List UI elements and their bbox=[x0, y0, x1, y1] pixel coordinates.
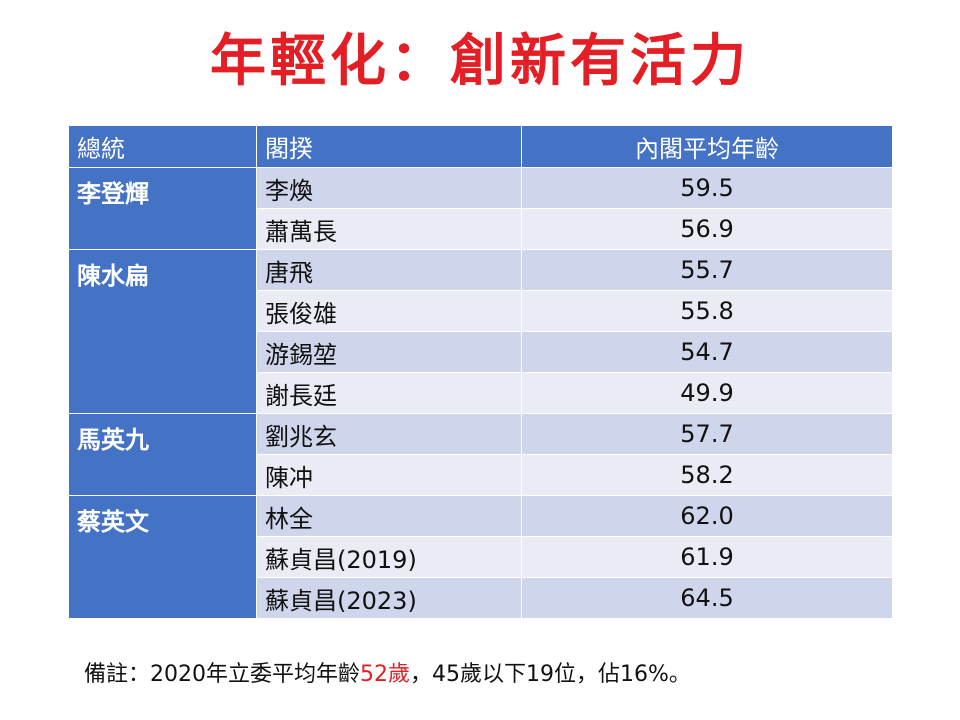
age-cell: 59.5 bbox=[521, 167, 893, 209]
table-row: 馬英九 劉兆玄 57.7 bbox=[68, 413, 893, 496]
footnote-suffix: ，45歲以下19位，佔16%。 bbox=[410, 662, 691, 687]
age-cell: 62.0 bbox=[521, 495, 893, 537]
premier-cell: 林全 bbox=[256, 495, 522, 537]
premier-cell: 蘇貞昌(2019) bbox=[256, 536, 522, 578]
cabinet-age-table: 總統 閣揆 內閣平均年齡 李登輝 李煥 59.5 蕭萬長 56.9 陳水扁 唐飛… bbox=[68, 125, 893, 619]
age-cell: 49.9 bbox=[521, 372, 893, 414]
premier-cell: 張俊雄 bbox=[256, 290, 522, 332]
table-row: 蔡英文 林全 62.0 bbox=[68, 495, 893, 619]
age-cell: 55.7 bbox=[521, 249, 893, 291]
age-cell: 64.5 bbox=[521, 577, 893, 619]
premier-cell: 蕭萬長 bbox=[256, 208, 522, 250]
age-cell: 54.7 bbox=[521, 331, 893, 373]
premier-cell: 陳冲 bbox=[256, 454, 522, 496]
age-cell: 58.2 bbox=[521, 454, 893, 496]
table-row: 陳水扁 唐飛 55.7 bbox=[68, 249, 893, 414]
premier-cell: 李煥 bbox=[256, 167, 522, 209]
age-cell: 57.7 bbox=[521, 413, 893, 455]
age-cell: 55.8 bbox=[521, 290, 893, 332]
header-president: 總統 bbox=[68, 125, 257, 168]
table-row: 蕭萬長 56.9 bbox=[69, 208, 893, 250]
premier-cell: 蘇貞昌(2023) bbox=[256, 577, 522, 619]
header-premier: 閣揆 bbox=[256, 125, 522, 168]
footnote-prefix: 備註：2020年立委平均年齡 bbox=[84, 662, 360, 687]
table-row: 李登輝 李煥 59.5 bbox=[68, 167, 893, 250]
table-row: 陳冲 58.2 bbox=[69, 454, 893, 496]
age-cell: 56.9 bbox=[521, 208, 893, 250]
table-row: 謝長廷 49.9 bbox=[69, 372, 893, 414]
premier-cell: 游錫堃 bbox=[256, 331, 522, 373]
table-row: 蘇貞昌(2023) 64.5 bbox=[69, 577, 893, 619]
footnote-highlight: 52歲 bbox=[360, 662, 410, 687]
header-average-age: 內閣平均年齡 bbox=[521, 125, 893, 168]
slide-title: 年輕化：創新有活力 bbox=[210, 29, 750, 94]
premier-cell: 劉兆玄 bbox=[256, 413, 522, 455]
president-cell: 陳水扁 bbox=[68, 249, 257, 414]
president-cell: 李登輝 bbox=[68, 167, 257, 250]
president-cell: 馬英九 bbox=[68, 413, 257, 496]
age-cell: 61.9 bbox=[521, 536, 893, 578]
premier-cell: 謝長廷 bbox=[256, 372, 522, 414]
premier-cell: 唐飛 bbox=[256, 249, 522, 291]
table-row: 游錫堃 54.7 bbox=[69, 331, 893, 373]
table-header-row: 總統 閣揆 內閣平均年齡 bbox=[68, 125, 893, 168]
table-row: 蘇貞昌(2019) 61.9 bbox=[69, 536, 893, 578]
president-cell: 蔡英文 bbox=[68, 495, 257, 619]
footnote: 備註：2020年立委平均年齡52歲，45歲以下19位，佔16%。 bbox=[84, 660, 691, 690]
